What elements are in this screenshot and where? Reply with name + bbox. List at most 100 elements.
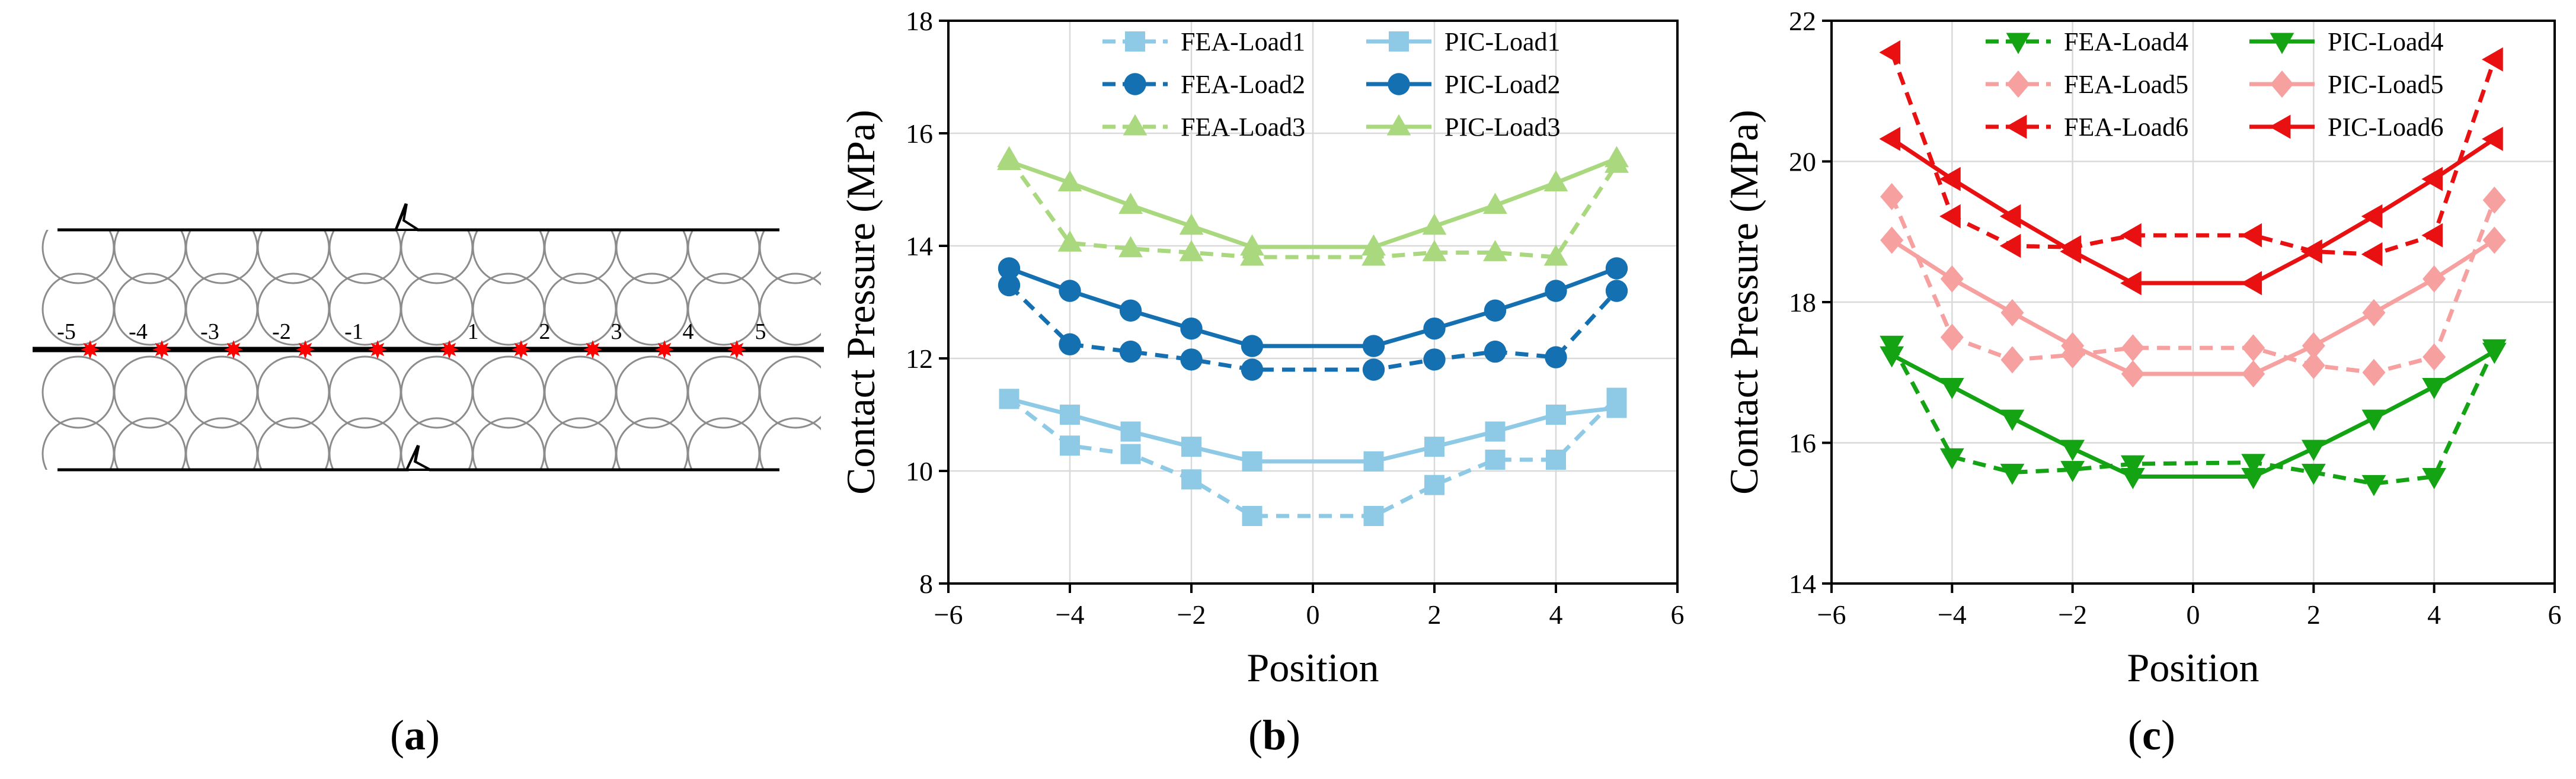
data-point-PIC-Load4	[2060, 440, 2085, 461]
data-point-PIC-Load3	[1118, 193, 1143, 214]
series-line-PIC-Load3	[1008, 156, 1618, 249]
wire-circle	[185, 355, 258, 429]
caption-a: (a)	[390, 711, 440, 759]
legend-swatch-marker	[1124, 73, 1146, 95]
data-point-FEA-Load3	[1057, 230, 1082, 252]
data-point-PIC-Load4	[1939, 378, 1964, 399]
wire-circle	[328, 417, 402, 470]
legend-item-FEA-Load6: FEA-Load6	[1986, 113, 2188, 142]
data-point-FEA-Load2	[1180, 348, 1203, 371]
series-line-PIC-Load4	[1891, 350, 2496, 479]
gridlines	[1832, 21, 2555, 584]
data-point-PIC-Load1	[1424, 437, 1444, 457]
data-point-PIC-Load2	[1484, 299, 1507, 322]
data-point-PIC-Load4	[2422, 378, 2447, 399]
x-tick-label: −6	[1817, 600, 1846, 630]
data-point-PIC-Load1	[1060, 405, 1080, 425]
position-label: -1	[344, 319, 363, 344]
caption-a-close: )	[426, 711, 440, 759]
legend-swatch-marker	[2270, 33, 2294, 55]
wire-circle	[328, 230, 402, 284]
wire-circle	[41, 230, 115, 284]
data-point-FEA-Load5	[2121, 334, 2144, 362]
legend-item-PIC-Load1: PIC-Load1	[1366, 27, 1561, 56]
legend-label: FEA-Load4	[2064, 27, 2188, 56]
data-point-FEA-Load4	[2060, 461, 2085, 482]
x-tick-label: −4	[1056, 600, 1085, 630]
wire-circle	[257, 355, 330, 429]
wire-circle	[400, 273, 474, 346]
wire-circle	[615, 355, 689, 429]
legend-item-FEA-Load5: FEA-Load5	[1986, 70, 2188, 99]
data-point-PIC-Load5	[2362, 299, 2386, 326]
wire-circle	[257, 417, 330, 470]
data-point-PIC-Load5	[2061, 332, 2085, 360]
contact-point--1	[368, 340, 387, 359]
caption-c-close: )	[2161, 711, 2175, 759]
legend-label: FEA-Load6	[2064, 113, 2188, 142]
data-point-PIC-Load2	[1362, 335, 1385, 357]
contact-point--4	[152, 340, 171, 359]
data-point-FEA-Load2	[1545, 346, 1567, 368]
legend-swatch-marker	[1123, 114, 1148, 136]
legend-label: PIC-Load1	[1444, 27, 1561, 56]
data-point-FEA-Load6	[2120, 223, 2142, 248]
position-label: -2	[272, 319, 291, 344]
wire-circle	[185, 417, 258, 470]
upper-break-symbol	[394, 203, 423, 231]
data-point-PIC-Load2	[1119, 299, 1142, 322]
data-point-FEA-Load2	[1362, 358, 1385, 381]
data-point-PIC-Load2	[1605, 257, 1628, 280]
data-point-FEA-Load6	[1939, 204, 1961, 229]
data-point-FEA-Load1	[1181, 469, 1201, 490]
data-point-PIC-Load2	[1241, 335, 1264, 357]
upper-boundary-line	[57, 203, 779, 232]
wire-circle	[472, 230, 545, 284]
legend-swatch-marker	[2006, 70, 2030, 98]
wire-circle	[328, 273, 402, 346]
data-point-PIC-Load4	[1880, 346, 1904, 368]
data-point-PIC-Load3	[1605, 146, 1629, 168]
x-axis-label: Position	[2127, 645, 2259, 690]
wire-circle	[113, 230, 187, 284]
position-labels: -5 -4 -3 -2 -1 1 2 3 4 5	[57, 319, 766, 344]
wire-circle	[687, 273, 760, 346]
wire-circle	[400, 417, 474, 470]
data-point-PIC-Load6	[1879, 127, 1901, 151]
series-group	[997, 146, 1629, 526]
data-point-FEA-Load2	[1605, 280, 1628, 302]
panel-a-schematic: -5 -4 -3 -2 -1 1 2 3 4 5	[33, 203, 824, 472]
y-axis-label: Contact Pressure (MPa)	[838, 110, 883, 495]
y-tick-label: 22	[1789, 6, 1816, 36]
data-point-PIC-Load5	[2422, 265, 2446, 293]
legend-label: FEA-Load1	[1181, 27, 1305, 56]
data-point-PIC-Load3	[1179, 213, 1204, 235]
series-group	[1879, 40, 2507, 496]
data-point-PIC-Load2	[998, 257, 1021, 280]
y-tick-label: 20	[1789, 147, 1816, 177]
data-point-FEA-Load2	[1119, 340, 1142, 363]
wire-circle	[544, 417, 617, 470]
data-point-FEA-Load5	[2482, 186, 2506, 214]
data-point-FEA-Load2	[1423, 348, 1446, 371]
x-tick-label: 2	[1428, 600, 1442, 630]
data-point-FEA-Load5	[2302, 351, 2325, 379]
data-point-FEA-Load4	[1939, 448, 1964, 470]
contact-point--5	[81, 340, 100, 359]
data-point-PIC-Load2	[1423, 317, 1446, 340]
legend-swatch-marker	[1388, 73, 1410, 95]
caption-c-letter: c	[2142, 711, 2161, 759]
contact-point-4	[655, 340, 674, 359]
x-tick-label: 0	[2187, 600, 2200, 630]
data-point-PIC-Load6	[2241, 271, 2262, 296]
wire-circle	[759, 230, 821, 284]
data-point-PIC-Load1	[1363, 451, 1384, 472]
wire-circle	[615, 230, 689, 284]
series-line-PIC-Load6	[1890, 137, 2496, 286]
axes: −6 −4 −2 0 2 4 6 14 16 18 20 22	[1789, 6, 2562, 630]
data-point-PIC-Load4	[2000, 409, 2025, 431]
x-tick-label: 4	[2427, 600, 2441, 630]
legend-label: PIC-Load4	[2328, 27, 2444, 56]
data-point-PIC-Load3	[1543, 170, 1568, 192]
